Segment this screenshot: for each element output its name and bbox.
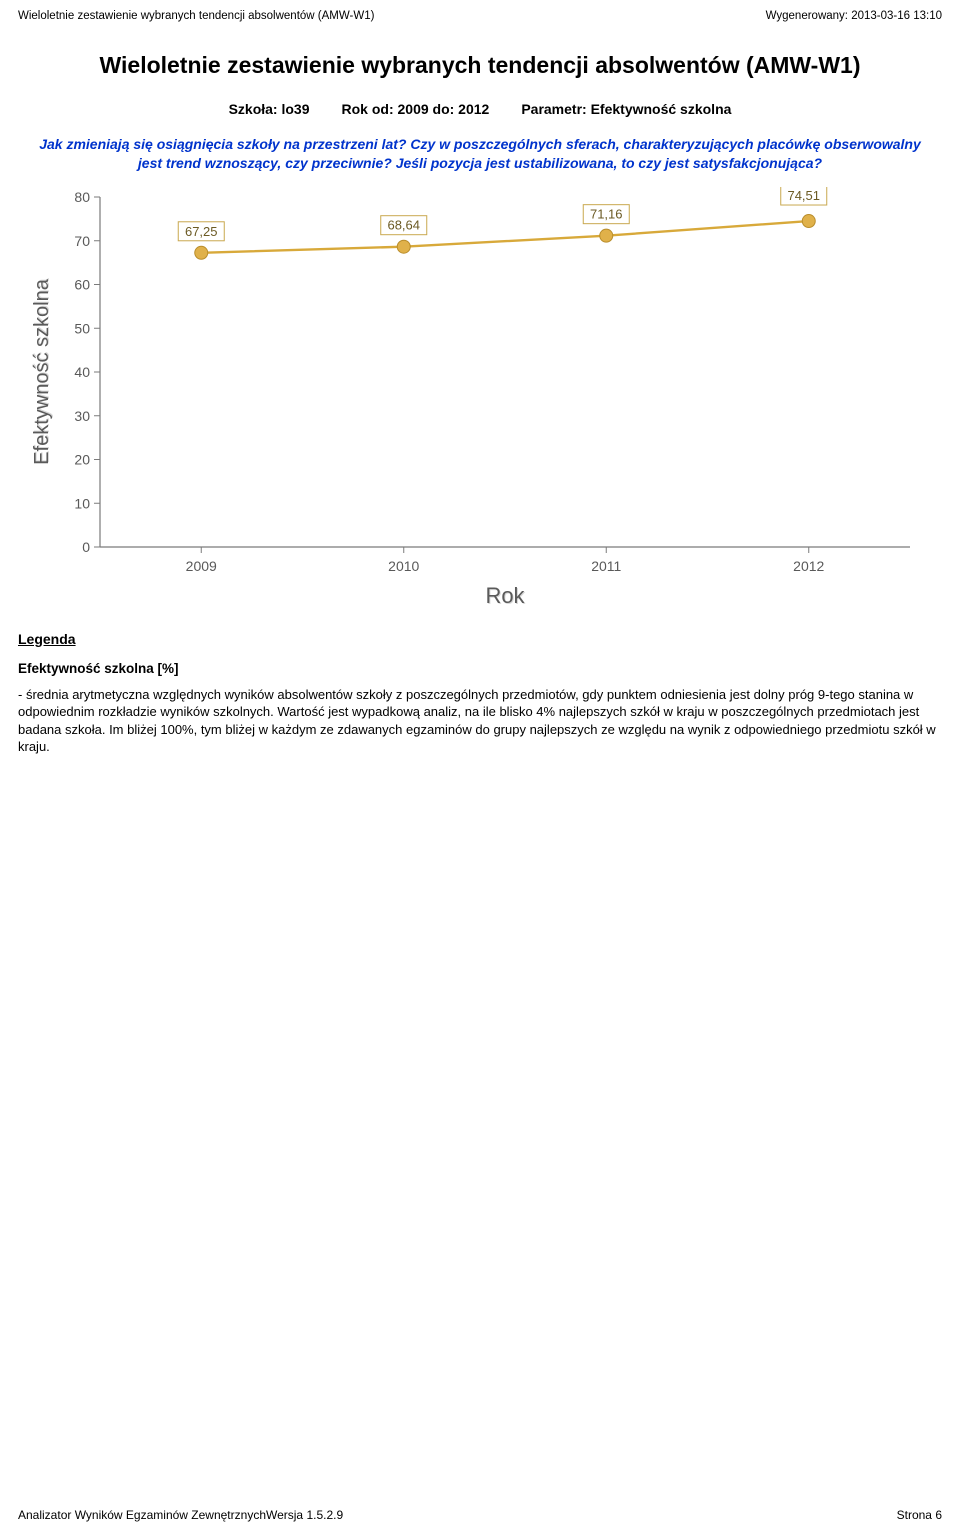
svg-text:50: 50 xyxy=(74,320,90,336)
svg-text:10: 10 xyxy=(74,495,90,511)
svg-text:70: 70 xyxy=(74,233,90,249)
page-title: Wieloletnie zestawienie wybranych tenden… xyxy=(18,52,942,79)
svg-text:71,16: 71,16 xyxy=(590,206,623,221)
page-footer: Analizator Wyników Egzaminów Zewnętrznyc… xyxy=(18,1508,942,1522)
svg-text:2011: 2011 xyxy=(591,558,621,574)
svg-text:30: 30 xyxy=(74,408,90,424)
svg-text:67,25: 67,25 xyxy=(185,224,218,239)
header-right: Wygenerowany: 2013-03-16 13:10 xyxy=(766,10,942,22)
svg-text:2010: 2010 xyxy=(388,558,419,574)
legend-body: - średnia arytmetyczna względnych wynikó… xyxy=(18,686,942,756)
svg-text:68,64: 68,64 xyxy=(387,217,420,232)
svg-text:2009: 2009 xyxy=(186,558,217,574)
chart-svg: 0 10 20 30 40 50 60 70 80 2009 2010 2011 2012 Efektyw… xyxy=(20,187,940,617)
param-parameter: Parametr: Efektywność szkolna xyxy=(521,101,731,117)
footer-left: Analizator Wyników Egzaminów Zewnętrznyc… xyxy=(18,1508,343,1522)
param-school: Szkoła: lo39 xyxy=(229,101,310,117)
efficiency-chart: 0 10 20 30 40 50 60 70 80 2009 2010 2011 2012 Efektyw… xyxy=(20,187,940,617)
svg-text:80: 80 xyxy=(74,189,90,205)
page-header: Wieloletnie zestawienie wybranych tenden… xyxy=(18,10,942,22)
svg-text:0: 0 xyxy=(82,539,90,555)
svg-text:74,51: 74,51 xyxy=(787,188,820,203)
params-row: Szkoła: lo39 Rok od: 2009 do: 2012 Param… xyxy=(18,101,942,117)
svg-text:40: 40 xyxy=(74,364,90,380)
legend-section: Legenda Efektywność szkolna [%] - średni… xyxy=(18,631,942,756)
footer-right: Strona 6 xyxy=(897,1508,942,1522)
svg-text:20: 20 xyxy=(74,451,90,467)
legend-heading: Legenda xyxy=(18,631,942,647)
param-years: Rok od: 2009 do: 2012 xyxy=(342,101,490,117)
svg-text:2012: 2012 xyxy=(793,558,824,574)
legend-subheading: Efektywność szkolna [%] xyxy=(18,661,942,676)
page-root: Wieloletnie zestawienie wybranych tenden… xyxy=(0,0,960,1534)
description-text: Jak zmieniają się osiągnięcia szkoły na … xyxy=(18,135,942,173)
header-left: Wieloletnie zestawienie wybranych tenden… xyxy=(18,10,374,22)
svg-text:Rok: Rok xyxy=(485,583,525,608)
svg-text:Efektywność szkolna: Efektywność szkolna xyxy=(31,278,53,465)
svg-text:60: 60 xyxy=(74,276,90,292)
